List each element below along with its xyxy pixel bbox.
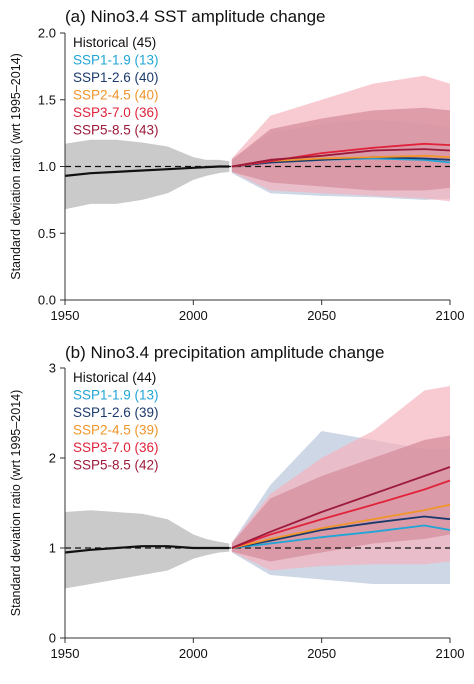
y-tick-label: 1	[49, 541, 56, 556]
series-line-ssp1-2-6	[231, 515, 451, 549]
legend-entry: SSP5-8.5 (42)	[73, 458, 159, 473]
band-historical	[65, 510, 230, 589]
y-tick-label: 2.0	[38, 26, 56, 41]
y-axis-label: Standard deviation ratio (wrt 1995–2014)	[9, 390, 23, 617]
chart-title: (a) Nino3.4 SST amplitude change	[65, 7, 326, 26]
y-tick-label: 0.5	[38, 226, 56, 241]
x-tick-label: 2050	[307, 308, 336, 323]
y-axis-label: Standard deviation ratio (wrt 1995–2014)	[9, 53, 23, 280]
series-line-historical	[64, 165, 230, 177]
series-line-ssp1-1-9	[231, 524, 451, 549]
series-line-ssp5-8-5	[231, 148, 451, 168]
x-tick-label: 1950	[51, 646, 80, 661]
legend-entry: SSP3-7.0 (36)	[73, 105, 159, 120]
legend-entry: Historical (45)	[73, 35, 156, 50]
x-tick-label: 1950	[51, 308, 80, 323]
legend-entry: SSP1-1.9 (13)	[73, 388, 159, 403]
legend-entry: SSP1-2.6 (39)	[73, 405, 159, 420]
x-tick-label: 2100	[436, 646, 465, 661]
chart-panel-0: (a) Nino3.4 SST amplitude change Standard…	[9, 7, 464, 323]
y-tick-label: 1.0	[38, 159, 56, 174]
legend-entry: SSP3-7.0 (36)	[73, 440, 159, 455]
legend-entry: SSP1-1.9 (13)	[73, 53, 159, 68]
series-line-ssp3-7-0	[231, 479, 451, 549]
legend-entry: SSP1-2.6 (40)	[73, 70, 159, 85]
x-tick-label: 2000	[179, 308, 208, 323]
legend-entry: SSP2-4.5 (40)	[73, 88, 159, 103]
y-tick-label: 3	[49, 361, 56, 376]
series-line-ssp3-7-0	[231, 142, 451, 168]
series-line-ssp5-8-5	[231, 466, 451, 549]
legend-entry: SSP5-8.5 (43)	[73, 123, 159, 138]
y-tick-label: 0	[49, 631, 56, 646]
x-tick-label: 2100	[436, 308, 465, 323]
x-tick-label: 2050	[307, 646, 336, 661]
y-tick-label: 0.0	[38, 293, 56, 308]
x-tick-label: 2000	[179, 646, 208, 661]
chart-title: (b) Nino3.4 precipitation amplitude chan…	[65, 343, 384, 362]
chart-panel-1: (b) Nino3.4 precipitation amplitude chan…	[9, 343, 464, 661]
band-ssp5-8-5	[231, 107, 450, 191]
legend-entry: SSP2-4.5 (39)	[73, 423, 159, 438]
series-line-historical	[64, 545, 230, 554]
legend-entry: Historical (44)	[73, 370, 156, 385]
band-historical	[65, 139, 230, 210]
y-tick-label: 2	[49, 451, 56, 466]
y-tick-label: 1.5	[38, 92, 56, 107]
series-line-ssp2-4-5	[231, 503, 451, 549]
